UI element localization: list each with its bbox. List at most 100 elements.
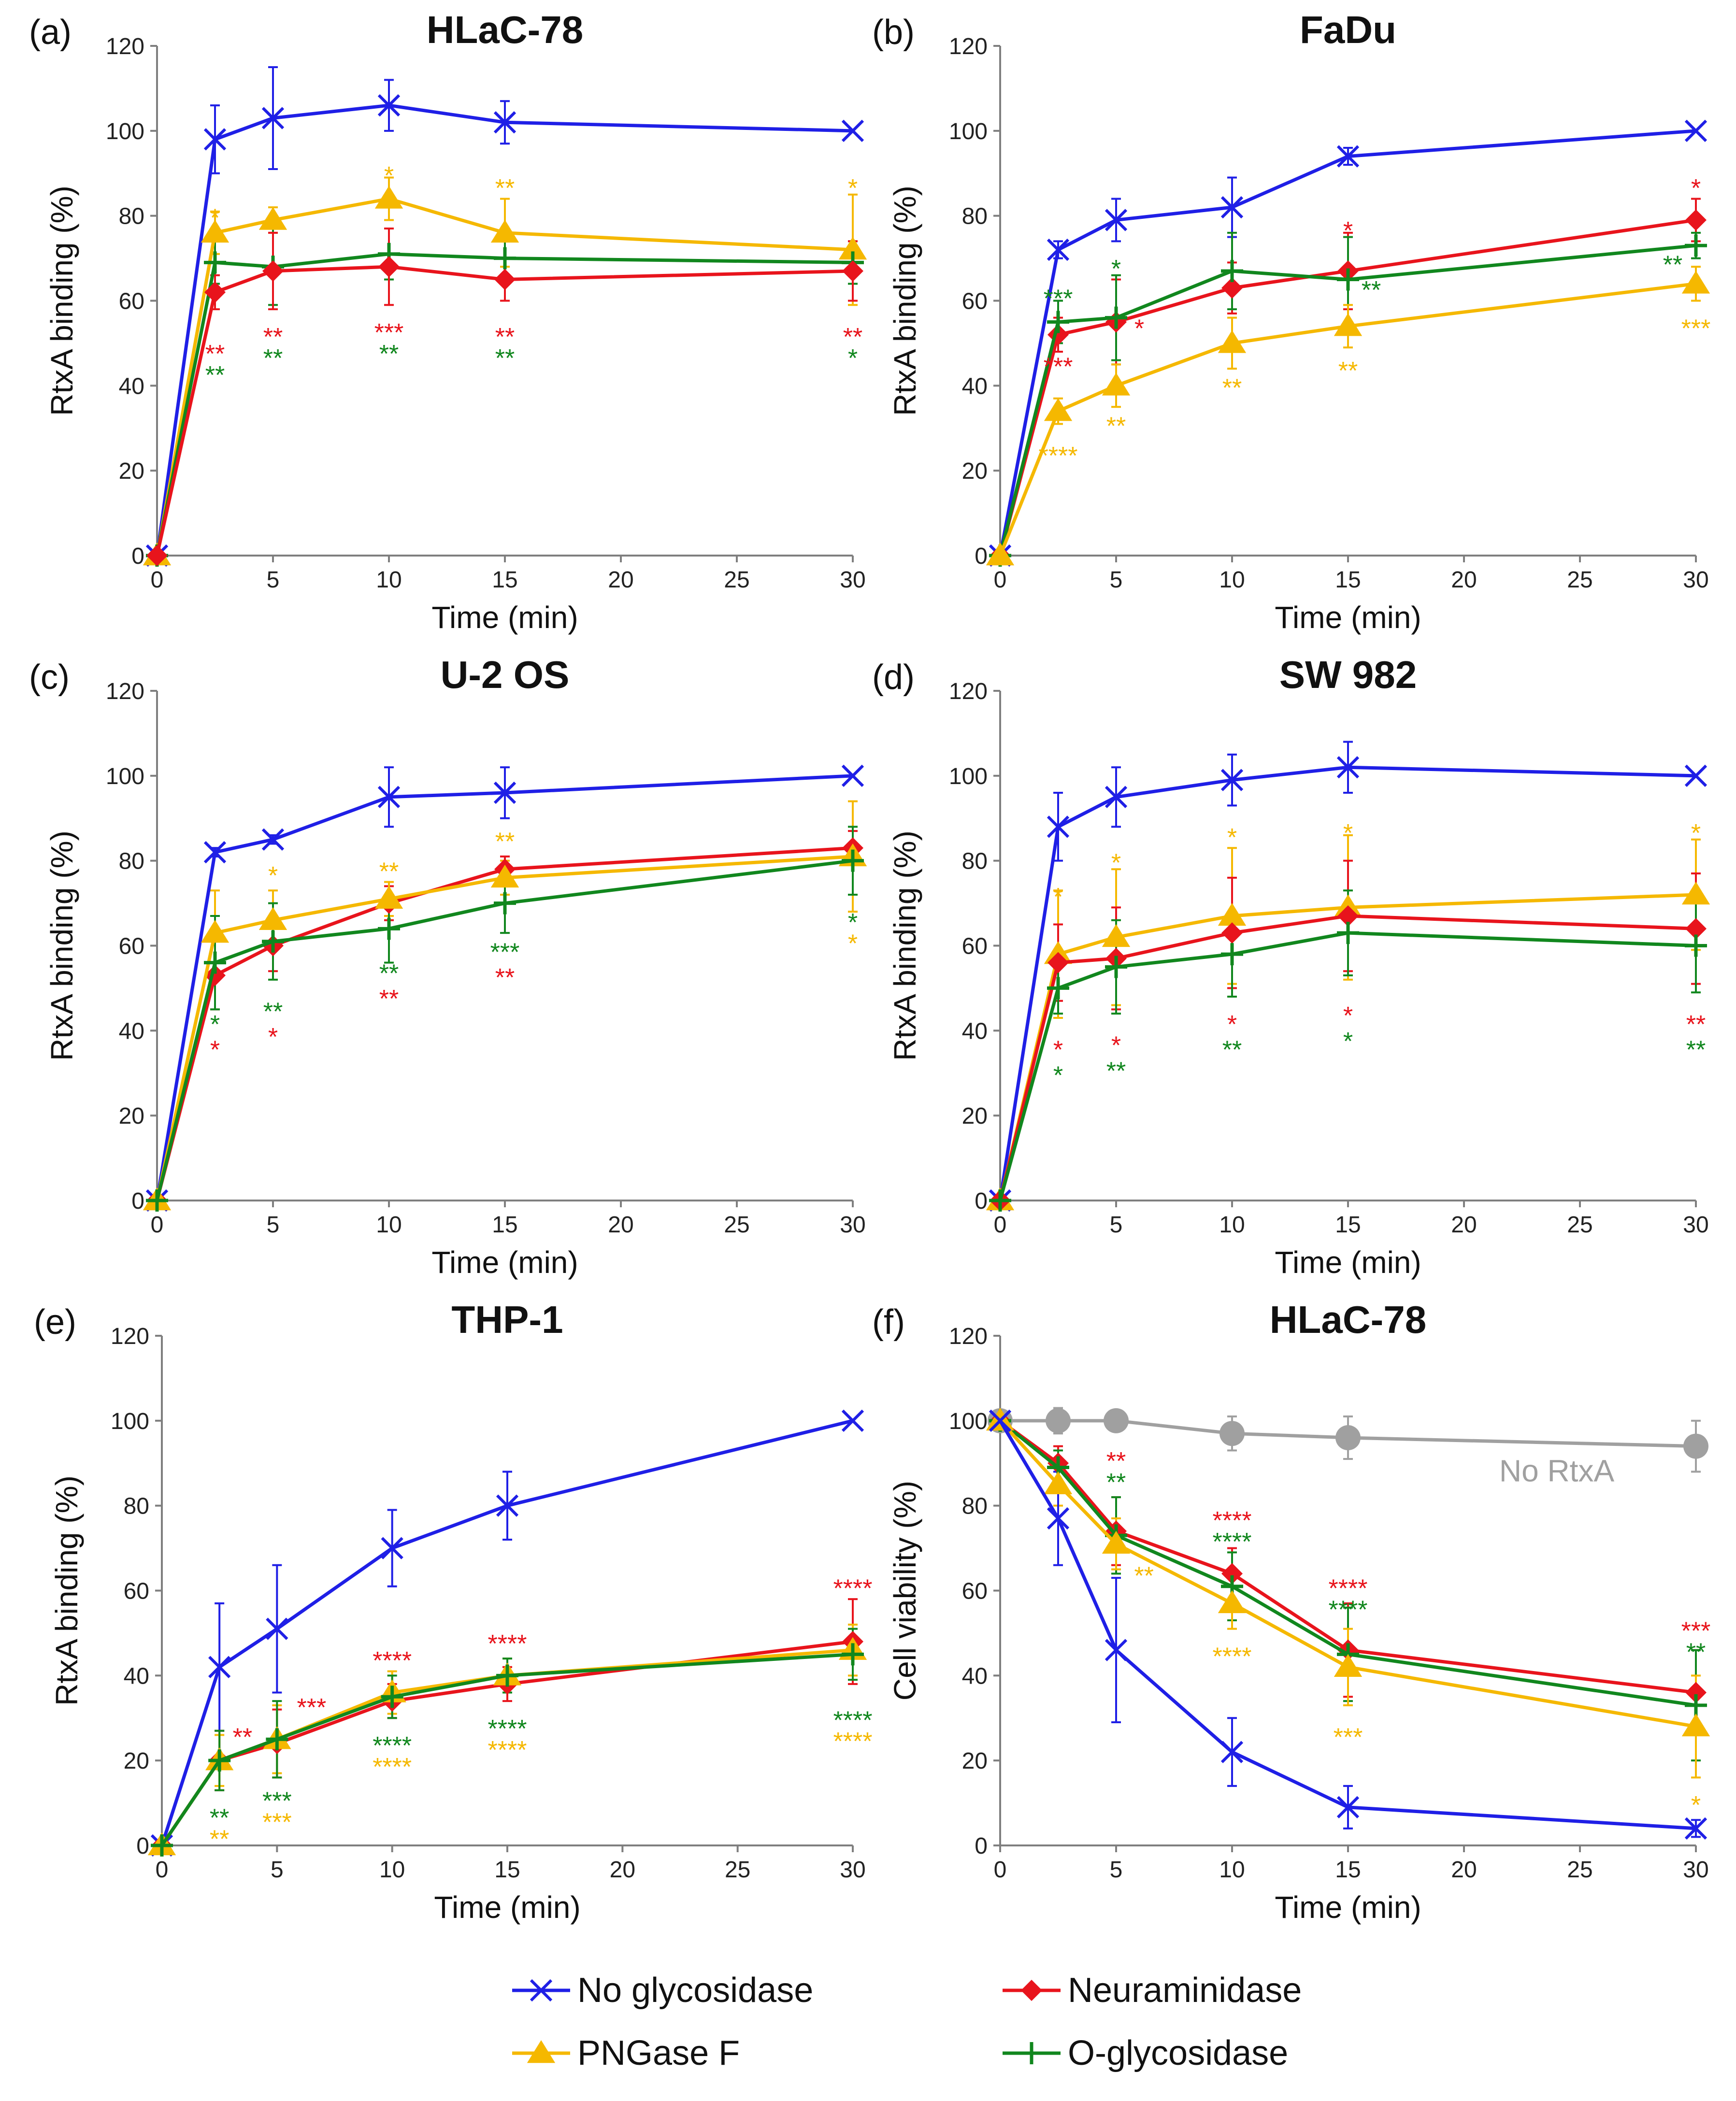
significance-marker: *** [490, 938, 520, 966]
data-point [494, 892, 516, 915]
x-axis-label: Time (min) [434, 1890, 580, 1925]
data-point [208, 1749, 231, 1772]
chart-title: THP-1 [451, 1298, 563, 1341]
significance-marker: **** [373, 1753, 412, 1781]
y-tick-label: 0 [131, 1188, 144, 1214]
x-tick-label: 30 [840, 1212, 865, 1238]
y-tick-label: 20 [962, 1103, 988, 1129]
y-axis-label: RtxA binding (%) [888, 186, 922, 416]
series-pngase-f [143, 186, 867, 566]
series-line-pngase-f [155, 197, 853, 556]
significance-marker: ** [1106, 1057, 1126, 1085]
series-error-bars-no-glycosidase [1053, 741, 1353, 862]
series-no-glycosidase [989, 1409, 1707, 1840]
data-point [204, 281, 226, 303]
x-tick-label: 10 [1219, 567, 1245, 593]
data-point [1102, 1530, 1131, 1554]
x-tick-label: 10 [376, 567, 402, 593]
significance-marker: *** [1681, 314, 1711, 343]
y-axis-label: RtxA binding (%) [49, 1475, 84, 1706]
data-point [1221, 943, 1243, 966]
x-tick-label: 0 [994, 567, 1007, 593]
x-tick-label: 20 [1451, 1212, 1477, 1238]
significance-marker: **** [373, 1732, 412, 1760]
y-tick-label: 20 [962, 458, 988, 484]
y-tick-label: 40 [119, 1018, 144, 1044]
significance-marker: * [1343, 217, 1353, 245]
data-point [1336, 145, 1360, 168]
y-tick-label: 80 [962, 1494, 988, 1519]
legend-marker-diamond [1021, 1980, 1042, 2001]
data-point [1685, 1694, 1707, 1716]
x-tick-label: 15 [1335, 1857, 1361, 1883]
x-tick-label: 5 [1110, 567, 1123, 593]
series-line-o-glycosidase [155, 859, 853, 1201]
y-tick-label: 120 [949, 1324, 988, 1349]
data-point [204, 951, 226, 974]
significance-marker: ** [1362, 276, 1381, 304]
data-point [1044, 1471, 1073, 1494]
y-tick-label: 40 [962, 1663, 988, 1689]
data-point [146, 545, 168, 566]
significance-marker: ** [495, 964, 515, 992]
data-point [1681, 1713, 1710, 1737]
data-point [493, 111, 516, 134]
significance-marker: * [1343, 1028, 1353, 1056]
data-point [258, 207, 287, 230]
y-tick-label: 100 [111, 1409, 149, 1434]
data-point [1218, 330, 1247, 353]
significance-marker: ** [233, 1723, 252, 1751]
data-point [1102, 372, 1131, 396]
legend-marker-triangle [527, 2040, 556, 2063]
significance-marker: ** [263, 323, 283, 351]
data-point [1220, 769, 1244, 791]
legend-label: PNGase F [577, 2034, 740, 2072]
significance-marker: *** [1044, 285, 1073, 313]
y-tick-label: 20 [119, 458, 144, 484]
y-tick-label: 0 [975, 1188, 988, 1214]
significance-marker: ** [1222, 374, 1242, 402]
series-line-neuraminidase [998, 218, 1696, 556]
series-error-bars-pngase-f [1053, 1462, 1701, 1779]
y-tick-label: 20 [962, 1748, 988, 1774]
data-point [381, 1537, 403, 1559]
data-point [1047, 1507, 1070, 1530]
legend-item-neuraminidase: Neuraminidase [1003, 1971, 1302, 2010]
x-tick-label: 0 [156, 1857, 169, 1883]
significance-marker: ** [843, 323, 862, 351]
x-tick-label: 10 [379, 1857, 405, 1883]
panel-label: (c) [29, 658, 70, 697]
data-point [201, 920, 230, 943]
data-point [989, 1189, 1011, 1212]
significance-marker: *** [262, 1787, 292, 1815]
significance-marker: ** [495, 344, 515, 372]
data-point [1685, 934, 1707, 957]
significance-marker: * [1343, 1002, 1353, 1030]
data-point [1681, 271, 1710, 294]
significance-marker: * [1111, 1032, 1121, 1060]
x-tick-label: 0 [151, 1212, 164, 1238]
y-tick-label: 60 [124, 1579, 149, 1604]
significance-marker: ** [210, 1825, 229, 1853]
x-axis-label: Time (min) [1275, 600, 1421, 635]
y-tick-label: 0 [975, 543, 988, 569]
significance-marker: **** [833, 1728, 873, 1756]
significance-marker: * [1691, 1791, 1701, 1819]
significance-marker: ** [1663, 251, 1682, 279]
panel-label: (e) [34, 1303, 76, 1342]
series-neuraminidase [990, 905, 1707, 1211]
significance-marker: **** [833, 1575, 873, 1603]
series-line-no-glycosidase [998, 765, 1696, 1201]
data-point [490, 864, 519, 888]
data-point [1047, 977, 1069, 1000]
y-tick-label: 120 [949, 34, 988, 59]
x-tick-label: 20 [610, 1857, 635, 1883]
x-tick-label: 25 [724, 1212, 749, 1238]
data-point [204, 251, 226, 274]
data-point [378, 256, 400, 278]
legend-item-o-glycosidase: O-glycosidase [1003, 2034, 1288, 2072]
data-point [1218, 1590, 1247, 1614]
data-point [493, 781, 516, 804]
y-tick-label: 80 [119, 849, 144, 874]
data-point [1220, 1421, 1245, 1446]
